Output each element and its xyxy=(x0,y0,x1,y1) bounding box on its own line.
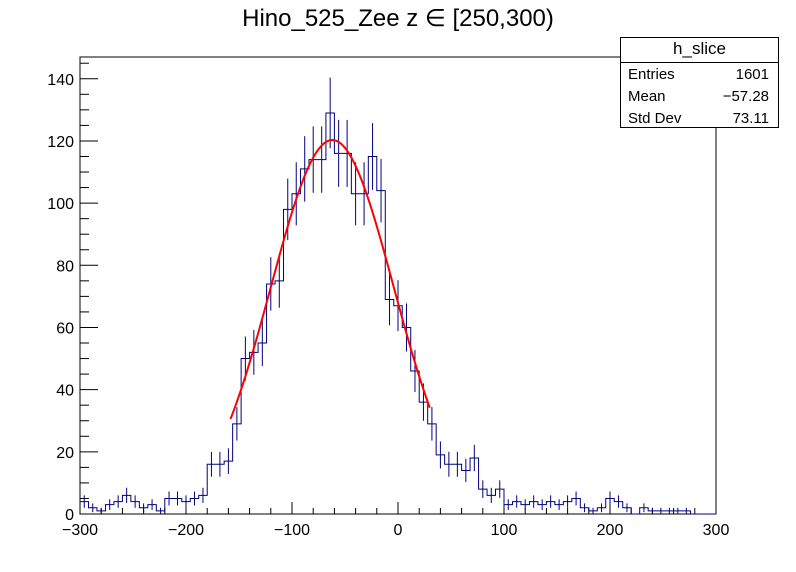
stats-value: −57.28 xyxy=(722,88,769,105)
y-tick-label: 120 xyxy=(47,134,74,151)
x-tick-label: 0 xyxy=(394,522,403,539)
stats-label: Std Dev xyxy=(628,110,682,127)
gaussian-fit xyxy=(229,139,431,420)
fit-curve xyxy=(229,139,431,420)
y-tick-label: 60 xyxy=(56,320,74,337)
chart-title: Hino_525_Zee z ∈ [250,300) xyxy=(242,5,554,32)
stats-label: Entries xyxy=(628,66,675,83)
stats-value: 73.11 xyxy=(732,110,769,127)
stats-row-entries: Entries 1601 xyxy=(621,63,778,85)
stats-label: Mean xyxy=(628,88,666,105)
stats-value: 1601 xyxy=(735,66,769,83)
y-tick-label: 20 xyxy=(56,445,74,462)
stats-box: h_slice Entries 1601 Mean −57.28 Std Dev… xyxy=(620,37,779,128)
stats-row-mean: Mean −57.28 xyxy=(621,85,778,107)
x-tick-label: −100 xyxy=(274,522,310,539)
y-tick-label: 140 xyxy=(47,72,74,89)
x-tick-label: −200 xyxy=(168,522,204,539)
stats-row-stddev: Std Dev 73.11 xyxy=(621,107,778,129)
tick-labels: −300 −200 −100 0 100 200 300 0 20 40 60 80 100 120 140 xyxy=(47,72,729,539)
y-tick-label: 40 xyxy=(56,383,74,400)
histogram-outline xyxy=(80,112,716,515)
x-tick-label: 100 xyxy=(491,522,518,539)
stats-histogram-name: h_slice xyxy=(621,38,778,63)
x-tick-label: −300 xyxy=(62,522,98,539)
x-tick-label: 200 xyxy=(597,522,624,539)
y-tick-label: 80 xyxy=(56,258,74,275)
histogram-series xyxy=(80,77,716,515)
y-tick-label: 0 xyxy=(65,507,74,524)
y-tick-label: 100 xyxy=(47,196,74,213)
x-tick-label: 300 xyxy=(703,522,730,539)
